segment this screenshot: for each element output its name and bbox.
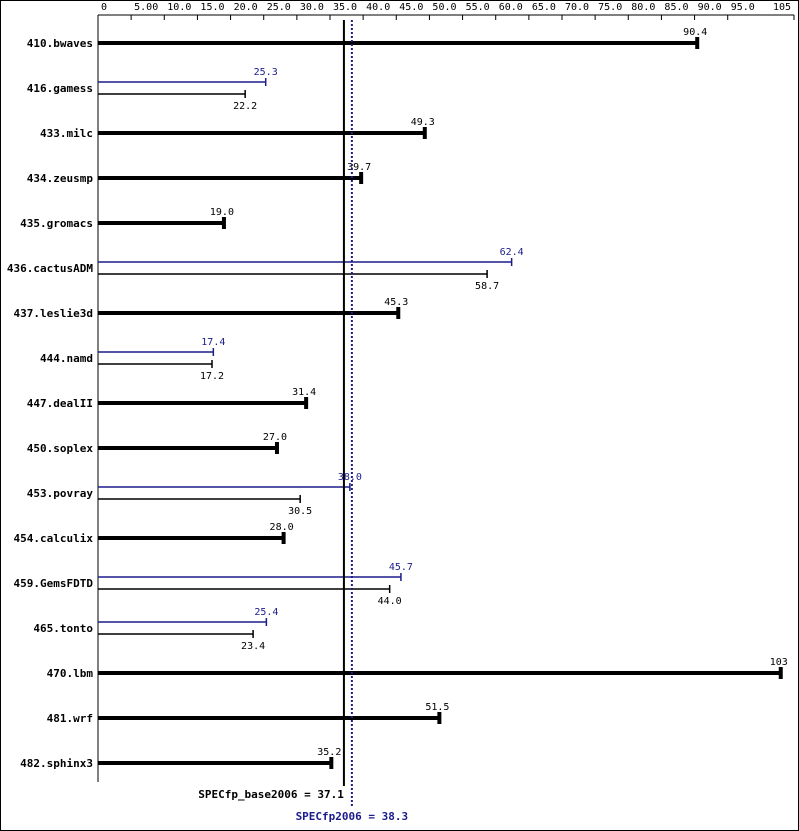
reference-label: SPECfp2006 = 38.3 (296, 810, 409, 823)
bar (98, 348, 215, 356)
value-label: 58.7 (475, 281, 499, 292)
bar (98, 258, 513, 266)
value-label: 25.3 (254, 67, 278, 78)
value-label: 45.3 (384, 297, 408, 308)
category-label: 454.calculix (14, 532, 94, 545)
category-label: 450.soplex (27, 442, 94, 455)
x-tick-label: 85.0 (664, 2, 688, 13)
bar (98, 667, 783, 679)
bar (98, 78, 267, 86)
category-label: 416.gamess (27, 82, 93, 95)
category-label: 481.wrf (47, 712, 93, 725)
value-label: 103 (770, 657, 788, 668)
category-label: 435.gromacs (20, 217, 93, 230)
category-label: 453.povray (27, 487, 94, 500)
bar (98, 172, 364, 184)
bar (98, 217, 226, 229)
x-tick-label: 10.0 (167, 2, 191, 13)
category-label: 465.tonto (33, 622, 93, 635)
x-tick-label: 60.0 (499, 2, 523, 13)
bar (98, 397, 309, 409)
bar (98, 532, 286, 544)
x-tick-label: 5.00 (134, 2, 158, 13)
bar (98, 442, 279, 454)
value-label: 45.7 (389, 562, 413, 573)
value-label: 22.2 (233, 101, 257, 112)
value-label: 27.0 (263, 432, 287, 443)
x-tick-label: 95.0 (731, 2, 755, 13)
x-tick-label: 35.0 (333, 2, 357, 13)
bar (98, 712, 442, 724)
x-tick-label: 30.0 (300, 2, 324, 13)
reference-label: SPECfp_base2006 = 37.1 (198, 788, 344, 801)
value-label: 31.4 (292, 387, 316, 398)
bar (98, 630, 254, 638)
category-label: 444.namd (40, 352, 93, 365)
category-label: 447.dealII (27, 397, 93, 410)
category-label: 470.lbm (47, 667, 94, 680)
value-label: 17.4 (201, 337, 225, 348)
x-tick-label: 0 (101, 2, 107, 13)
x-tick-label: 80.0 (631, 2, 655, 13)
value-label: 23.4 (241, 641, 265, 652)
category-label: 410.bwaves (27, 37, 93, 50)
category-label: 459.GemsFDTD (14, 577, 94, 590)
x-tick-label: 40.0 (366, 2, 390, 13)
x-tick-label: 75.0 (598, 2, 622, 13)
value-label: 19.0 (210, 207, 234, 218)
x-tick-label: 25.0 (267, 2, 291, 13)
value-label: 44.0 (378, 596, 402, 607)
bar (98, 573, 402, 581)
category-label: 434.zeusmp (27, 172, 94, 185)
x-tick-label: 50.0 (432, 2, 456, 13)
x-tick-label: 55.0 (466, 2, 490, 13)
category-label: 433.milc (40, 127, 93, 140)
bar (98, 307, 401, 319)
category-label: 437.leslie3d (14, 307, 93, 320)
x-tick-label: 65.0 (532, 2, 556, 13)
bar (98, 37, 700, 49)
category-label: 436.cactusADM (7, 262, 93, 275)
x-tick-label: 15.0 (200, 2, 224, 13)
value-label: 17.2 (200, 371, 224, 382)
category-label: 482.sphinx3 (20, 757, 93, 770)
value-label: 51.5 (425, 702, 449, 713)
value-label: 35.2 (317, 747, 341, 758)
bar (98, 90, 246, 98)
value-label: 30.5 (288, 506, 312, 517)
value-label: 49.3 (411, 117, 435, 128)
x-tick-label: 90.0 (698, 2, 722, 13)
x-tick-label: 70.0 (565, 2, 589, 13)
value-label: 28.0 (270, 522, 294, 533)
x-tick-label: 45.0 (399, 2, 423, 13)
x-tick-label: 20.0 (234, 2, 258, 13)
value-label: 38.0 (338, 472, 362, 483)
bar (98, 495, 301, 503)
bar (98, 270, 488, 278)
value-label: 39.7 (347, 162, 371, 173)
value-label: 62.4 (500, 247, 524, 258)
bar (98, 585, 391, 593)
bar (98, 618, 268, 626)
value-label: 90.4 (683, 27, 707, 38)
x-tick-label: 105 (773, 2, 791, 13)
bar (98, 483, 351, 491)
bar (98, 360, 213, 368)
bar (98, 757, 334, 769)
value-label: 25.4 (254, 607, 278, 618)
bar (98, 127, 427, 139)
